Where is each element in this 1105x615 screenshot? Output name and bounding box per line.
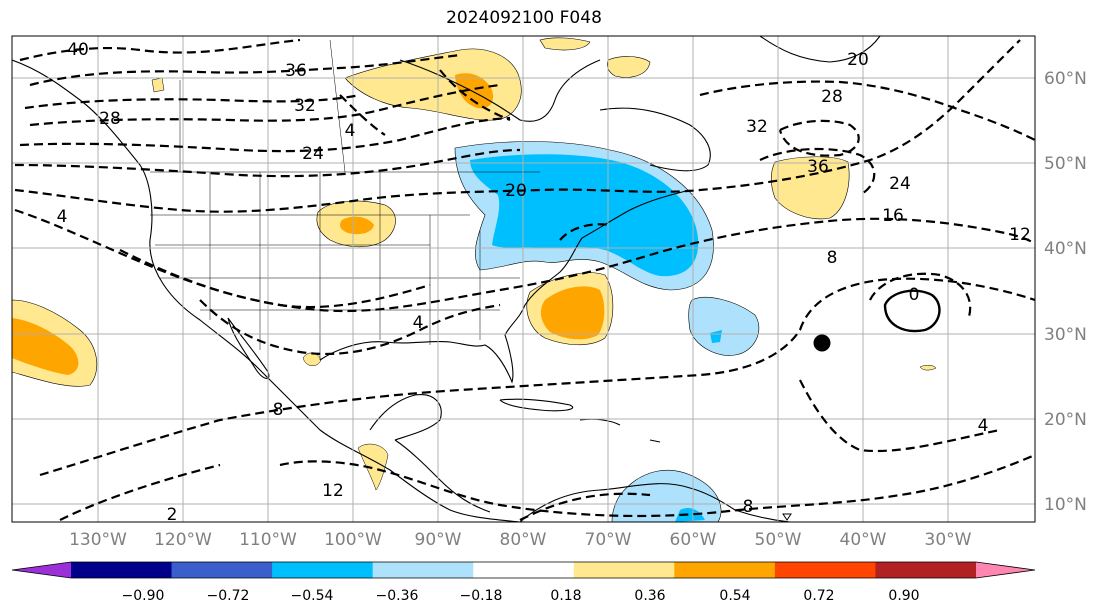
lon-tick: 130°W bbox=[69, 530, 127, 550]
contour-label: 4 bbox=[345, 121, 356, 141]
contour-label: 12 bbox=[1009, 225, 1031, 245]
map-title: 2024092100 F048 bbox=[446, 8, 602, 28]
contour-label: 32 bbox=[294, 96, 316, 116]
contour-label: 2 bbox=[167, 505, 178, 525]
small-triangle-marker bbox=[782, 513, 792, 521]
lon-tick: 120°W bbox=[154, 530, 212, 550]
anomaly-shading bbox=[12, 37, 937, 522]
longitude-labels: 130°W 120°W 110°W 100°W 90°W 80°W 70°W 6… bbox=[69, 530, 972, 550]
colorbar-swatch bbox=[674, 562, 776, 578]
contour-label: 20 bbox=[505, 181, 527, 201]
colorbar-tick: −0.72 bbox=[207, 588, 250, 604]
colorbar-tick: −0.36 bbox=[376, 588, 419, 604]
colorbar-swatch bbox=[272, 562, 374, 578]
colorbar-swatch bbox=[372, 562, 474, 578]
lon-tick: 100°W bbox=[324, 530, 382, 550]
lon-tick: 40°W bbox=[840, 530, 887, 550]
colorbar-tick-labels: −0.90 −0.72 −0.54 −0.36 −0.18 0.18 0.36 … bbox=[122, 588, 920, 604]
lat-tick: 50°N bbox=[1044, 154, 1087, 174]
colorbar-extension-high bbox=[976, 562, 1035, 578]
colorbar-tick: 0.72 bbox=[803, 588, 834, 604]
colorbar-swatch bbox=[774, 562, 876, 578]
colorbar bbox=[11, 561, 1036, 579]
contour-label: 0 bbox=[909, 285, 920, 305]
colorbar-extension-low bbox=[12, 562, 71, 578]
colorbar-tick: 0.54 bbox=[719, 588, 750, 604]
lat-tick: 30°N bbox=[1044, 325, 1087, 345]
contour-label: 40 bbox=[67, 40, 89, 60]
colorbar-tick: −0.90 bbox=[122, 588, 165, 604]
colorbar-swatch bbox=[171, 562, 273, 578]
lon-tick: 90°W bbox=[415, 530, 462, 550]
latitude-labels: 60°N 50°N 40°N 30°N 20°N 10°N bbox=[1044, 69, 1087, 515]
contour-label: 36 bbox=[807, 157, 829, 177]
colorbar-swatch bbox=[875, 562, 977, 578]
contour-label: 4 bbox=[57, 207, 68, 227]
contour-label: 24 bbox=[302, 144, 324, 164]
colorbar-swatch bbox=[71, 562, 173, 578]
colorbar-outline bbox=[11, 561, 1036, 579]
contour-label: 28 bbox=[821, 87, 843, 107]
contour-labels: 40 36 32 28 24 20 4 20 28 32 36 24 16 12… bbox=[57, 40, 1031, 525]
colorbar-swatch bbox=[573, 562, 675, 578]
contour-label: 12 bbox=[322, 481, 344, 501]
colorbar-tick: −0.18 bbox=[460, 588, 503, 604]
lon-tick: 60°W bbox=[670, 530, 717, 550]
contour-label: 32 bbox=[746, 117, 768, 137]
contour-label: 8 bbox=[743, 497, 754, 517]
colorbar-swatch bbox=[473, 562, 575, 578]
map-frame bbox=[11, 35, 1036, 523]
colorbar-tick: −0.54 bbox=[291, 588, 334, 604]
zero-contour bbox=[883, 289, 941, 333]
graticule bbox=[12, 36, 1035, 522]
lon-tick: 50°W bbox=[755, 530, 802, 550]
contour-label: 36 bbox=[285, 61, 307, 81]
lon-tick: 80°W bbox=[500, 530, 547, 550]
contour-label: 8 bbox=[827, 248, 838, 268]
lat-tick: 40°N bbox=[1044, 239, 1087, 259]
colorbar-tick: 0.90 bbox=[888, 588, 919, 604]
lon-tick: 30°W bbox=[925, 530, 972, 550]
contour-label: 8 bbox=[273, 400, 284, 420]
contour-label: 4 bbox=[978, 416, 989, 436]
storm-position-marker bbox=[813, 334, 831, 352]
lon-tick: 70°W bbox=[585, 530, 632, 550]
lon-tick: 110°W bbox=[239, 530, 297, 550]
contour-label: 4 bbox=[413, 313, 424, 333]
colorbar-tick: 0.18 bbox=[550, 588, 581, 604]
lat-tick: 20°N bbox=[1044, 410, 1087, 430]
colorbar-tick: 0.36 bbox=[634, 588, 665, 604]
lat-tick: 60°N bbox=[1044, 69, 1087, 89]
contour-label: 16 bbox=[882, 206, 904, 226]
dashed-contours bbox=[14, 38, 1035, 521]
contour-label: 24 bbox=[889, 174, 911, 194]
contour-label: 20 bbox=[847, 50, 869, 70]
lat-tick: 10°N bbox=[1044, 495, 1087, 515]
contour-label: 28 bbox=[99, 109, 121, 129]
